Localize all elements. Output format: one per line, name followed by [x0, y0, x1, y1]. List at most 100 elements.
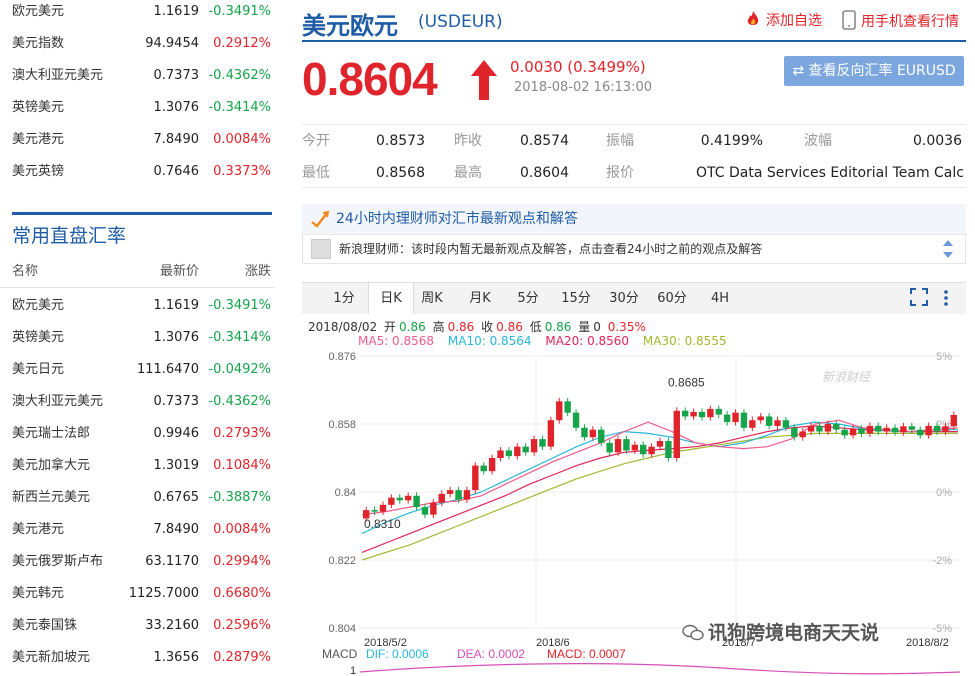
rate-row[interactable]: 美元泰国铢 33.2160 0.2596%	[0, 610, 275, 642]
candle-body	[665, 441, 672, 458]
advisor-bar[interactable]: 24小时内理财师对汇市最新观点和解答	[302, 204, 966, 234]
rate-row[interactable]: 英镑美元 1.3076 -0.3414%	[0, 322, 275, 354]
rate-row[interactable]: 欧元美元 1.1619 -0.3491%	[0, 290, 275, 322]
candle-body	[732, 412, 739, 423]
y-tick-label: 0.858	[328, 419, 356, 431]
candle-body	[379, 504, 387, 512]
rate-change: -0.3491%	[208, 298, 271, 313]
rate-row[interactable]: 美元加拿大元 1.3019 0.1084%	[0, 450, 275, 482]
rate-row[interactable]: 新西兰元美元 0.6765 -0.3887%	[0, 482, 275, 514]
rate-name[interactable]: 美元新加坡元	[12, 650, 91, 665]
rate-price: 1.3076	[153, 330, 200, 345]
ohlc-low: 0.86	[544, 320, 572, 334]
rate-row[interactable]: 美元港元 7.8490 0.0084%	[0, 514, 275, 546]
rate-name[interactable]: 美元日元	[12, 362, 65, 377]
rate-name[interactable]: 欧元美元	[12, 298, 65, 313]
stat-low: 最低 0.8568	[302, 157, 432, 189]
candle-body	[698, 411, 706, 418]
fullscreen-icon[interactable]	[910, 288, 928, 306]
candle-body	[807, 425, 815, 432]
rate-row[interactable]: 美元俄罗斯卢布 63.1170 0.2994%	[0, 546, 275, 578]
tab-15分[interactable]: 15分	[561, 291, 591, 306]
rate-name[interactable]: 美元指数	[12, 36, 65, 51]
rate-name[interactable]: 新西兰元美元	[12, 490, 91, 505]
tab-5分[interactable]: 5分	[517, 291, 539, 306]
rate-price: 0.9946	[153, 426, 200, 441]
rate-change: 0.2879%	[213, 650, 271, 665]
tab-4H[interactable]: 4H	[710, 291, 730, 306]
macd-label: MACD	[322, 647, 358, 661]
candle-body	[371, 510, 378, 512]
rate-row[interactable]: 美元新加坡元 1.3656 0.2879%	[0, 642, 275, 674]
candle-body	[673, 410, 680, 458]
tab-周K[interactable]: 周K	[421, 291, 443, 306]
rate-name[interactable]: 美元港元	[12, 522, 65, 537]
ohlc-close-label: 收	[481, 320, 494, 334]
candle-body	[522, 446, 529, 453]
rate-name[interactable]: 英镑美元	[12, 330, 65, 345]
kline-chart[interactable]: 0.8760.8580.840.8220.8045%2%0%-2%-5%0.86…	[302, 348, 966, 676]
rate-name[interactable]: 欧元美元	[12, 4, 65, 19]
tab-30分[interactable]: 30分	[609, 291, 639, 306]
candle-body	[648, 446, 655, 455]
stat-open-value: 0.8573	[376, 133, 425, 149]
ohlc-date: 2018/08/02	[308, 320, 378, 334]
rate-price: 94.9454	[145, 36, 199, 51]
rate-row[interactable]: 澳大利亚元美元 0.7373 -0.4362%	[0, 60, 275, 92]
mobile-view-button[interactable]: 用手机查看行情	[842, 10, 959, 31]
advisor-message[interactable]: 新浪理财师：该时段内暂无最新观点及解答，点击查看24小时之前的观点及解答	[302, 234, 966, 264]
rate-name[interactable]: 美元泰国铢	[12, 618, 78, 633]
candle-body	[404, 495, 412, 501]
rate-name[interactable]: 澳大利亚元美元	[12, 68, 104, 83]
rate-row[interactable]: 美元指数 94.9454 0.2912%	[0, 28, 275, 60]
candle-body	[446, 490, 454, 494]
tab-月K[interactable]: 月K	[469, 291, 491, 306]
y-tick-label: 0.876	[328, 351, 356, 363]
rate-name[interactable]: 美元瑞士法郎	[12, 426, 91, 441]
wechat-icon	[682, 624, 704, 641]
candle-body	[841, 429, 848, 436]
stats-table: 今开 0.8573 昨收 0.8574 振幅 0.4199% 波幅 0.0036 最低 0…	[302, 124, 966, 188]
ohlc-high-label: 高	[432, 320, 445, 334]
candle-body	[598, 429, 605, 443]
rate-change: 0.2912%	[213, 36, 271, 51]
add-favorite-button[interactable]: 添加自选	[744, 10, 822, 30]
x-tick-label: 2018/6	[536, 637, 570, 649]
stat-quote: 报价 OTC Data Services Editorial Team Calc.…	[606, 157, 966, 189]
rate-name[interactable]: 英镑美元	[12, 100, 65, 115]
stat-high-value: 0.8604	[520, 165, 569, 181]
rate-row[interactable]: 美元韩元 1125.7000 0.6680%	[0, 578, 275, 610]
rate-row[interactable]: 美元日元 111.6470 -0.0492%	[0, 354, 275, 386]
tab-日K[interactable]: 日K	[368, 283, 414, 314]
rate-name[interactable]: 澳大利亚元美元	[12, 394, 104, 409]
rate-name[interactable]: 美元港元	[12, 132, 65, 147]
rate-name[interactable]: 美元俄罗斯卢布	[12, 554, 104, 569]
reverse-rate-button[interactable]: ⇄ 查看反向汇率 EURUSD	[784, 56, 964, 86]
candle-body	[933, 425, 941, 432]
rate-row[interactable]: 美元瑞士法郎 0.9946 0.2793%	[0, 418, 275, 450]
candle-body	[556, 401, 563, 421]
candle-body	[631, 444, 639, 451]
rate-row[interactable]: 澳大利亚元美元 0.7373 -0.4362%	[0, 386, 275, 418]
ma30-line	[361, 432, 958, 561]
ma-readout: MA5: 0.8568 MA10: 0.8564 MA20: 0.8560 MA…	[358, 334, 737, 348]
rate-name[interactable]: 美元英镑	[12, 164, 65, 179]
tab-1分[interactable]: 1分	[333, 291, 355, 306]
rate-row[interactable]: 美元英镑 0.7646 0.3373%	[0, 156, 275, 188]
rate-row[interactable]: 欧元美元 1.1619 -0.3491%	[0, 0, 275, 28]
rate-name[interactable]: 美元韩元	[12, 586, 65, 601]
macd-dea-line	[359, 663, 961, 675]
pair-name: 美元欧元	[302, 12, 398, 40]
scroll-arrows-icon[interactable]	[941, 237, 955, 261]
rate-name[interactable]: 美元加拿大元	[12, 458, 91, 473]
more-icon[interactable]	[942, 288, 950, 308]
stat-vol-value: 0.0036	[913, 133, 962, 149]
ohlc-open: 0.86	[399, 320, 426, 334]
candle-body	[950, 414, 957, 427]
candle-body	[514, 446, 521, 457]
rate-row[interactable]: 美元港元 7.8490 0.0084%	[0, 124, 275, 156]
y-tick-label: 0.822	[328, 555, 356, 567]
rate-row[interactable]: 英镑美元 1.3076 -0.3414%	[0, 92, 275, 124]
tab-60分[interactable]: 60分	[657, 291, 687, 306]
